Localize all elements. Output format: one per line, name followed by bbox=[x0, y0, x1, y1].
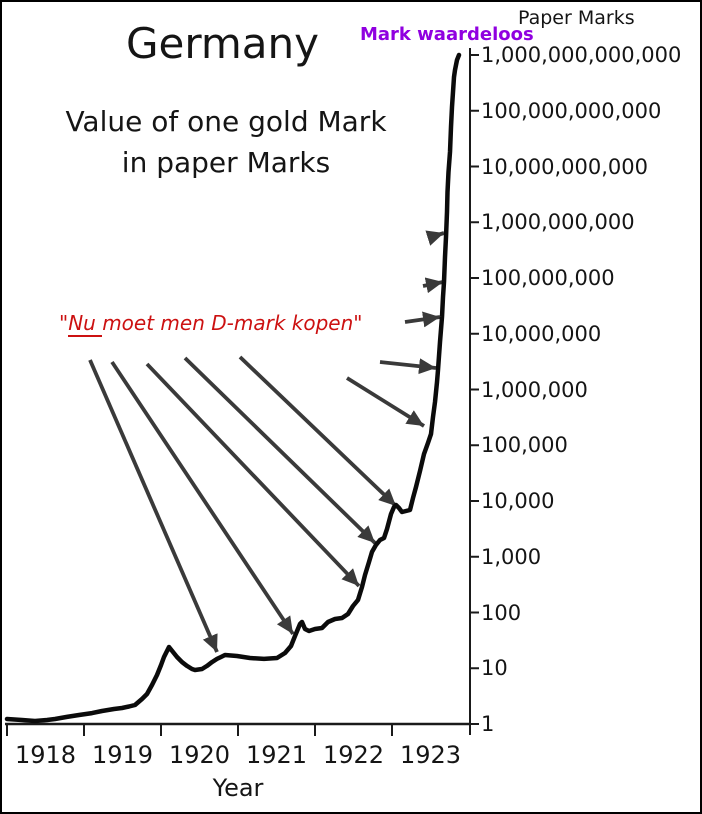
y-tick-label: 1,000,000,000 bbox=[481, 210, 635, 235]
annotation-arrow bbox=[379, 358, 437, 375]
y-tick-label: 100,000,000,000 bbox=[481, 98, 662, 123]
chart-title: Germany bbox=[125, 19, 320, 68]
y-tick-label: 10,000,000 bbox=[481, 321, 602, 346]
quote-rest: moet men D-mark kopen" bbox=[102, 311, 363, 335]
x-tick-label: 1922 bbox=[322, 741, 385, 769]
x-tick-label: 1918 bbox=[14, 741, 77, 769]
y-tick-label: 100,000,000 bbox=[481, 266, 615, 290]
chart-subtitle-line2: in paper Marks bbox=[121, 146, 331, 179]
y-tick-label: 100,000 bbox=[481, 433, 568, 458]
y-tick-label: 1 bbox=[481, 712, 495, 736]
annotation-arrow bbox=[422, 277, 444, 294]
annotation-arrow bbox=[88, 359, 219, 653]
annotation-arrow bbox=[425, 230, 445, 246]
x-tick-label: 1919 bbox=[91, 741, 154, 769]
chart-subtitle-line1: Value of one gold Mark bbox=[65, 105, 387, 138]
annotation-mark-waardeloos: Mark waardeloos bbox=[360, 24, 534, 45]
quote-underlined-word: Nu bbox=[68, 311, 103, 337]
x-tick-label: 1921 bbox=[245, 741, 308, 769]
annotation-arrow bbox=[145, 362, 361, 588]
annotation-arrow bbox=[404, 311, 441, 328]
quote-open: " bbox=[59, 311, 69, 335]
x-tick-label: 1923 bbox=[399, 741, 462, 769]
x-tick-label: 1920 bbox=[168, 741, 231, 769]
exchange-rate-curve bbox=[4, 52, 462, 724]
axes bbox=[5, 48, 479, 736]
y-tick-label: 10,000 bbox=[481, 489, 555, 513]
chart-subtitle: Value of one gold Mark in paper Marks bbox=[26, 101, 426, 183]
y-tick-label: 1,000,000,000,000 bbox=[481, 43, 682, 67]
annotation-arrow bbox=[110, 360, 295, 636]
annotation-quote: "Nu moet men D-mark kopen" bbox=[59, 311, 363, 337]
y-axis-title: Paper Marks bbox=[518, 7, 635, 29]
y-tick-label: 10,000,000,000 bbox=[481, 154, 648, 179]
y-tick-label: 1,000 bbox=[481, 544, 542, 569]
annotation-arrows bbox=[88, 230, 445, 653]
y-tick-label: 100 bbox=[481, 600, 522, 625]
annotation-arrow bbox=[345, 376, 426, 428]
annotation-arrow bbox=[183, 356, 377, 545]
y-tick-label: 1,000,000 bbox=[481, 377, 588, 402]
annotation-arrow bbox=[238, 355, 398, 508]
y-tick-label: 10 bbox=[481, 656, 508, 681]
x-axis-title: Year bbox=[212, 774, 264, 802]
